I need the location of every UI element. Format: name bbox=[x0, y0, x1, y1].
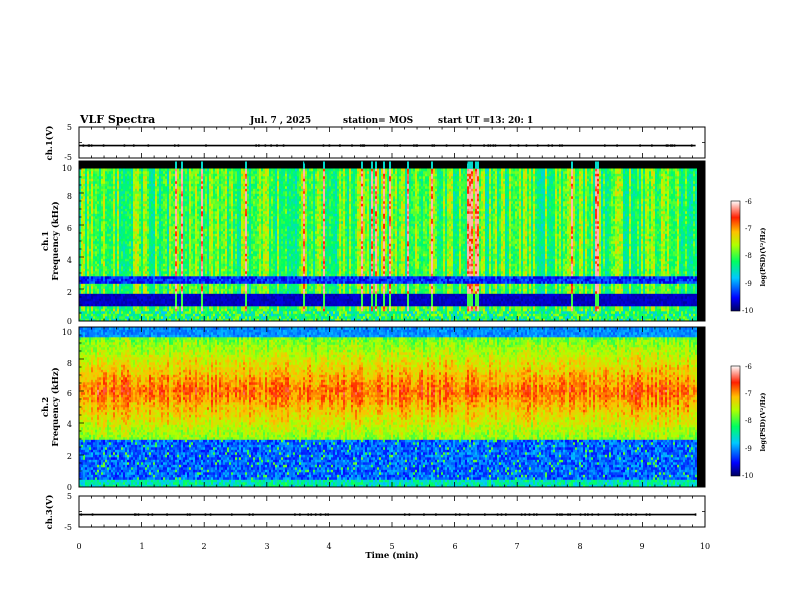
cb1-tick-7: -7 bbox=[745, 225, 752, 233]
colorbar-ch1-scale bbox=[731, 201, 740, 311]
panel-ch1-spectrogram: 0 2 4 6 8 10 ch.1 Frequency (kHz) bbox=[41, 161, 705, 326]
ch2-spectrogram-image bbox=[79, 327, 697, 487]
header-start-time: 13: 20: 1 bbox=[489, 116, 533, 126]
ch1-ytick-8: 8 bbox=[67, 192, 72, 201]
xtick-8: 8 bbox=[577, 542, 582, 551]
cb1-tick-9: -9 bbox=[745, 280, 752, 288]
ch1-voltage-ticks bbox=[79, 127, 705, 158]
xtick-10: 10 bbox=[700, 542, 710, 551]
ch1-ytick-4: 4 bbox=[67, 256, 72, 265]
panel-ch1-voltage: 5 -5 ch.1(V) bbox=[44, 123, 705, 162]
xtick-3: 3 bbox=[264, 542, 269, 551]
xtick-2: 2 bbox=[201, 542, 206, 551]
vlf-figure: VLF Spectra Jul. 7 , 2025 station= MOS s… bbox=[0, 0, 792, 612]
cb1-tick-10: -10 bbox=[742, 307, 753, 315]
xtick-6: 6 bbox=[452, 542, 457, 551]
ch1-ytick-10: 10 bbox=[62, 164, 72, 173]
header-date: Jul. 7 , 2025 bbox=[249, 116, 311, 126]
cb2-tick-6: -6 bbox=[745, 363, 752, 371]
cb2-label: log(PSD)(V²/Hz) bbox=[759, 393, 767, 452]
ch2-ytick-0: 0 bbox=[67, 483, 72, 492]
ch1-ytick-0: 0 bbox=[67, 317, 72, 326]
ch3-voltage-ticks bbox=[79, 496, 705, 527]
cb1-label: log(PSD)(V²/Hz) bbox=[759, 228, 767, 287]
x-axis-label: Time (min) bbox=[365, 550, 418, 561]
ch2-ytick-4: 4 bbox=[67, 420, 72, 429]
colorbar-ch1: -6 -7 -8 -9 -10 log(PSD)(V²/Hz) bbox=[731, 198, 767, 315]
ch2-ytick-2: 2 bbox=[67, 452, 72, 461]
xtick-0: 0 bbox=[76, 542, 81, 551]
cb2-tick-8: -8 bbox=[745, 417, 752, 425]
xtick-9: 9 bbox=[639, 542, 644, 551]
ch2-ytick-10: 10 bbox=[62, 328, 72, 337]
colorbar-ch2: -6 -7 -8 -9 -10 log(PSD)(V²/Hz) bbox=[731, 363, 767, 480]
ch1-ytick-6: 6 bbox=[67, 224, 72, 233]
ch2-ytick-8: 8 bbox=[67, 359, 72, 368]
ch3-voltage-ylabel: ch.3(V) bbox=[44, 495, 55, 530]
ch1-ytick-5: 5 bbox=[67, 123, 72, 132]
ch2-spectrogram-ylabel: Frequency (kHz) bbox=[50, 367, 61, 446]
figure-title: VLF Spectra bbox=[79, 113, 155, 126]
x-axis: 0 1 2 3 4 5 6 7 8 9 10 Time (min) bbox=[76, 542, 710, 561]
header-station: station= MOS bbox=[343, 116, 413, 126]
colorbar-ch2-scale bbox=[731, 366, 740, 476]
ch1-ytick-2: 2 bbox=[67, 288, 72, 297]
ch1-voltage-ylabel: ch.1(V) bbox=[44, 126, 55, 161]
panel-ch3-voltage: 5 -5 ch.3(V) bbox=[44, 492, 705, 532]
cb1-tick-6: -6 bbox=[745, 198, 752, 206]
ch1-spectrogram-image bbox=[79, 161, 697, 321]
panel-ch2-spectrogram: 0 2 4 6 8 10 ch.2 Frequency (kHz) bbox=[41, 327, 705, 492]
ch1-ytick-neg5: -5 bbox=[64, 153, 72, 162]
cb1-tick-8: -8 bbox=[745, 252, 752, 260]
cb2-tick-7: -7 bbox=[745, 390, 752, 398]
ch1-voltage-trace bbox=[79, 144, 696, 146]
header-start-label: start UT = bbox=[438, 116, 490, 126]
cb2-tick-9: -9 bbox=[745, 445, 752, 453]
xtick-4: 4 bbox=[326, 542, 331, 551]
xtick-5: 5 bbox=[389, 542, 394, 551]
ch3-ytick-neg5: -5 bbox=[64, 523, 72, 532]
ch3-ytick-5: 5 bbox=[67, 492, 72, 501]
cb2-tick-10: -10 bbox=[742, 472, 753, 480]
ch3-voltage-trace bbox=[79, 513, 696, 515]
ch1-spectrogram-ylabel: Frequency (kHz) bbox=[50, 201, 61, 280]
xtick-1: 1 bbox=[139, 542, 144, 551]
xtick-7: 7 bbox=[514, 542, 519, 551]
ch1-spectrogram-ylabel-top: ch.1 bbox=[41, 231, 51, 251]
ch2-ytick-6: 6 bbox=[67, 389, 72, 398]
ch2-spectrogram-ylabel-top: ch.2 bbox=[41, 397, 51, 417]
